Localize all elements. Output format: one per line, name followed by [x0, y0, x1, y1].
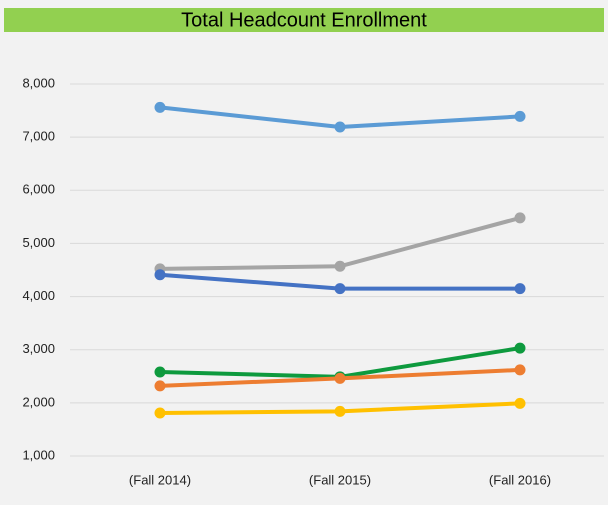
point	[334, 283, 346, 295]
point	[514, 342, 526, 354]
y-tick-label: 2,000	[22, 394, 55, 409]
x-tick-label: (Fall 2015)	[309, 472, 371, 487]
point	[154, 269, 166, 281]
point	[514, 283, 526, 295]
point	[154, 380, 166, 392]
x-tick-label: (Fall 2016)	[489, 472, 551, 487]
point	[154, 407, 166, 419]
point	[154, 101, 166, 113]
point	[334, 260, 346, 272]
point	[514, 212, 526, 224]
point	[514, 110, 526, 122]
point	[514, 364, 526, 376]
point	[334, 405, 346, 417]
y-tick-label: 7,000	[22, 129, 55, 144]
y-tick-label: 8,000	[22, 75, 55, 90]
point	[154, 366, 166, 378]
y-tick-label: 5,000	[22, 235, 55, 250]
x-tick-label: (Fall 2014)	[129, 472, 191, 487]
title-banner	[4, 8, 604, 32]
point	[334, 372, 346, 384]
y-tick-label: 6,000	[22, 182, 55, 197]
point	[514, 397, 526, 409]
point	[334, 121, 346, 133]
y-tick-label: 3,000	[22, 341, 55, 356]
y-tick-label: 1,000	[22, 447, 55, 462]
y-tick-label: 4,000	[22, 288, 55, 303]
chart-title: Total Headcount Enrollment	[181, 9, 427, 31]
